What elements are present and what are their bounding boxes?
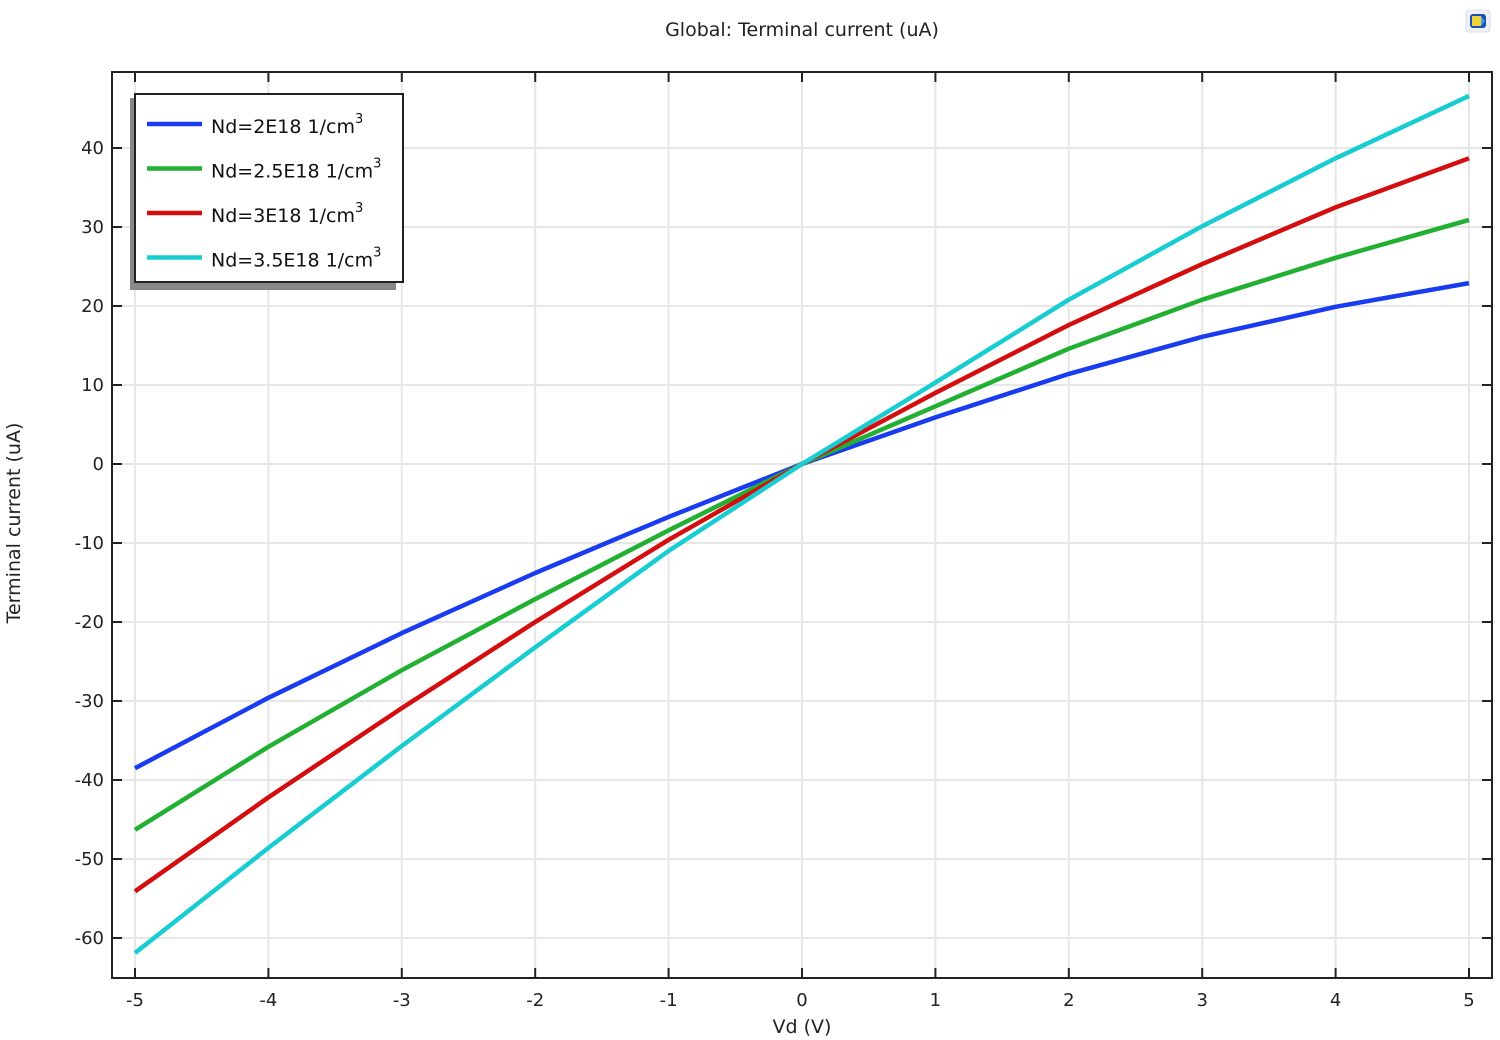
export-image-icon[interactable] [1463,6,1493,36]
x-tick-labels: -5 -4 -3 -2 -1 0 1 2 3 4 5 [126,990,1475,1011]
series-lines [133,93,1470,955]
y-tick-label: 0 [93,454,104,475]
x-tick-label: 4 [1330,990,1341,1011]
y-tick-label: -20 [75,612,104,633]
y-tick-label: 40 [81,138,104,159]
axis-ticks [112,72,1492,978]
legend-label: Nd=3.5E18 1/cm3 [211,246,381,272]
x-tick-label: -5 [126,990,144,1011]
legend-label: Nd=2E18 1/cm3 [211,112,363,138]
x-tick-label: -3 [393,990,411,1011]
chart-title: Global: Terminal current (uA) [665,19,939,41]
x-tick-label: 3 [1196,990,1207,1011]
y-tick-label: 20 [81,296,104,317]
legend: Nd=2E18 1/cm3 Nd=2.5E18 1/cm3 Nd=3E18 1/cm… [130,93,404,290]
y-tick-label: -50 [75,849,104,870]
x-tick-label: 0 [796,990,807,1011]
legend-label: Nd=3E18 1/cm3 [211,201,363,227]
y-tick-label: 30 [81,217,104,238]
x-tick-label: 1 [930,990,941,1011]
x-tick-label: 5 [1463,990,1474,1011]
x-tick-label: -4 [259,990,277,1011]
y-tick-label: -30 [75,691,104,712]
y-tick-label: -10 [75,533,104,554]
series-line-4 [133,93,1470,955]
y-tick-labels: 40 30 20 10 0 -10 -20 -30 -40 -50 -60 [75,138,104,949]
y-tick-label: -40 [75,770,104,791]
x-tick-label: -1 [660,990,678,1011]
grid-lines [112,72,1492,978]
y-tick-label: 10 [81,375,104,396]
y-axis-title: Terminal current (uA) [3,423,25,625]
x-tick-label: 2 [1063,990,1074,1011]
y-tick-label: -60 [75,928,104,949]
x-axis-title: Vd (V) [773,1016,832,1038]
legend-label: Nd=2.5E18 1/cm3 [211,157,381,183]
x-tick-label: -2 [526,990,544,1011]
